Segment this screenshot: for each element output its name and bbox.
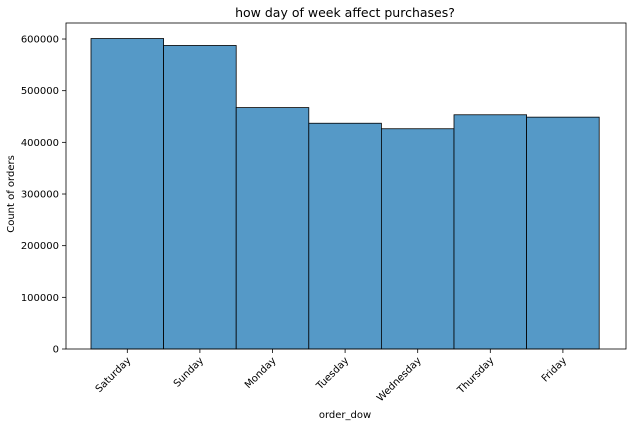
- bar-friday: [526, 116, 600, 350]
- x-axis-label: order_dow: [319, 410, 371, 421]
- y-tick-label: 500000: [21, 86, 59, 97]
- bar-tuesday: [308, 122, 382, 350]
- bar-sunday: [163, 45, 237, 350]
- bar-thursday: [453, 114, 527, 350]
- y-tick-label: 200000: [21, 241, 59, 252]
- chart-title: how day of week affect purchases?: [235, 5, 455, 20]
- y-tick-label: 600000: [21, 35, 59, 46]
- bar-monday: [235, 107, 310, 350]
- x-tick-label-thursday: Thursday: [455, 355, 496, 396]
- x-axis-ticks: Saturday Sunday Monday Tuesday Wednesday Thur…: [94, 349, 569, 404]
- y-tick-label: 100000: [21, 293, 59, 304]
- x-tick-label-tuesday: Tuesday: [314, 355, 351, 392]
- y-tick-label: 0: [53, 345, 59, 356]
- x-tick-label-monday: Monday: [243, 355, 279, 391]
- x-tick-label-saturday: Saturday: [94, 355, 134, 395]
- bar-wednesday: [380, 128, 455, 350]
- x-tick-label-sunday: Sunday: [172, 355, 206, 389]
- bar-saturday: [90, 38, 164, 350]
- y-tick-label: 400000: [21, 138, 59, 149]
- y-tick-label: 300000: [21, 190, 59, 201]
- plot-frame: [65, 22, 627, 350]
- x-tick-label-wednesday: Wednesday: [375, 355, 424, 404]
- y-axis-label: Count of orders: [6, 155, 17, 233]
- bars-group: [90, 38, 600, 350]
- x-tick-label-friday: Friday: [540, 355, 569, 384]
- y-axis-ticks: 0 100000 200000 300000 400000 500000 600000: [21, 35, 66, 356]
